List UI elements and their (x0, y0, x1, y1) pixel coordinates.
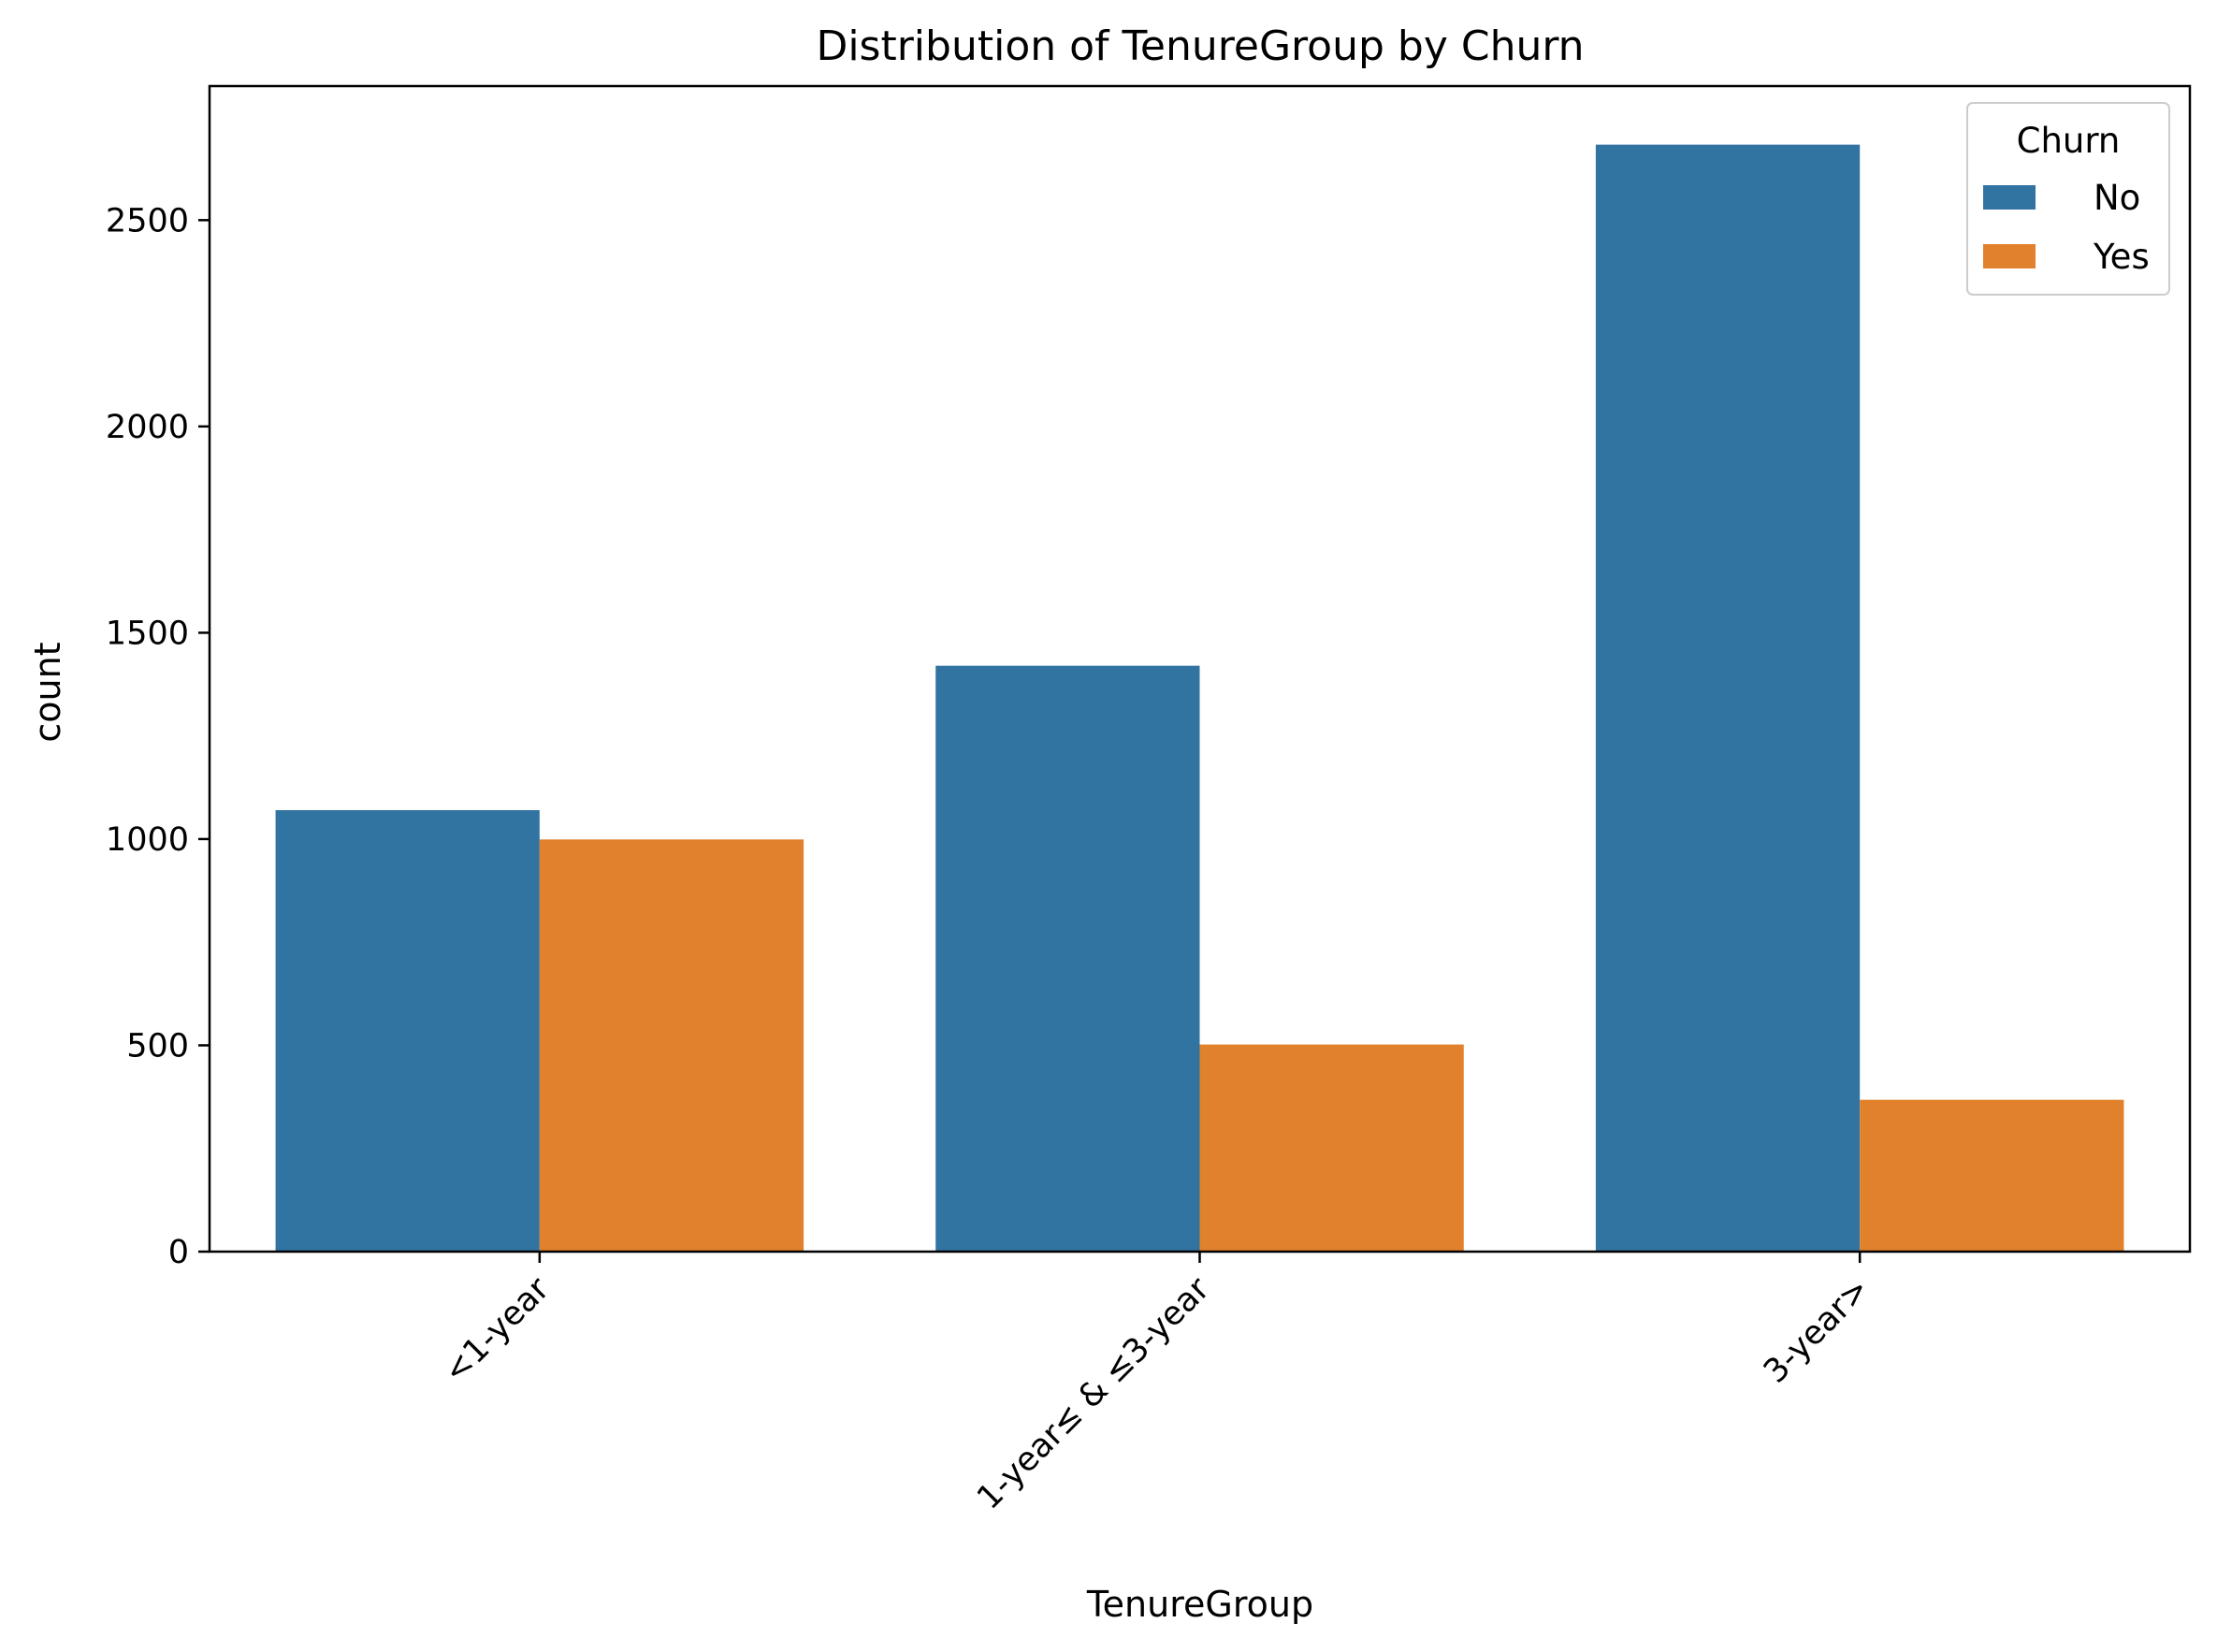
y-tick-label: 1500 (106, 615, 189, 652)
y-tick-label: 1000 (106, 821, 189, 859)
plot-frame (208, 84, 2192, 1253)
legend-swatch-no (1983, 185, 2036, 210)
y-tick-label: 500 (126, 1027, 189, 1065)
y-axis-ticks: 0 500 1000 1500 2000 2500 (106, 202, 210, 1271)
y-tick-label: 2000 (106, 409, 189, 446)
bar-yes-2 (1860, 1099, 2124, 1252)
bar-no-1 (935, 665, 1200, 1252)
bar-yes-1 (1199, 1044, 1464, 1252)
legend-label-no: No (2094, 178, 2140, 218)
bars-group (275, 144, 2124, 1252)
chart-title: Distribution of TenureGroup by Churn (816, 22, 1584, 70)
y-axis-label: count (27, 642, 68, 742)
bar-no-2 (1595, 144, 1861, 1252)
legend-title: Churn (2017, 121, 2121, 161)
bar-no-0 (275, 810, 540, 1252)
legend: Churn No Yes (1966, 102, 2170, 296)
legend-label-yes: Yes (2093, 237, 2150, 277)
y-tick-label: 0 (168, 1234, 189, 1271)
y-tick-label: 2500 (106, 202, 189, 239)
x-axis-label: TenureGroup (1086, 1584, 1313, 1625)
legend-swatch-yes (1983, 244, 2036, 268)
bar-yes-0 (539, 839, 804, 1252)
